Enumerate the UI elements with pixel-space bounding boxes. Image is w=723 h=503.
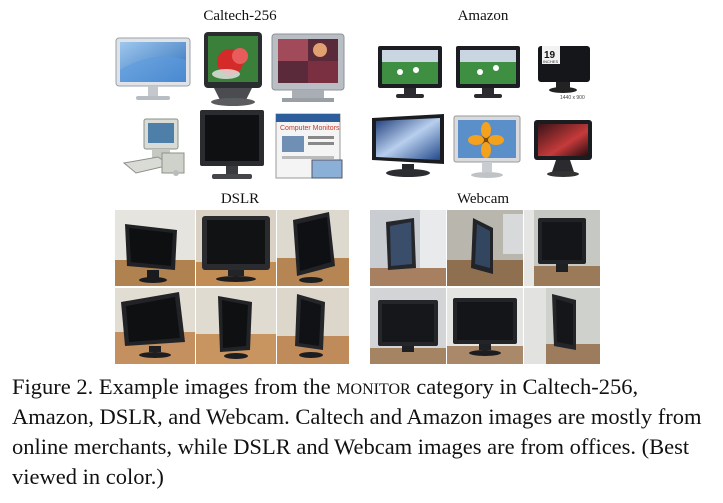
webcam-image-6 <box>524 288 600 364</box>
amazon-image-3: 19 INCHES 1440 x 900 <box>534 42 596 102</box>
webcam-image-1 <box>370 210 446 286</box>
amazon-image-2 <box>454 44 522 102</box>
caltech-image-4 <box>118 115 190 180</box>
caltech-image-3 <box>268 30 348 105</box>
panel-title-dslr: DSLR <box>220 191 260 207</box>
panel-title-amazon: Amazon <box>457 8 509 24</box>
panel-title-caltech: Caltech-256 <box>203 8 277 24</box>
dslr-image-1 <box>115 210 195 286</box>
dslr-image-6 <box>277 288 349 364</box>
webcam-image-5 <box>447 288 523 364</box>
caltech-image-1 <box>112 30 194 105</box>
caption-rest: category in Caltech-256, Amazon, DSLR, a… <box>12 374 702 489</box>
webcam-image-3 <box>524 210 600 286</box>
dslr-image-3 <box>277 210 349 286</box>
figure-caption: Figure 2. Example images from the monito… <box>12 372 712 492</box>
caltech-image-6: Computer Monitors <box>272 110 348 182</box>
caltech-image-5 <box>196 108 268 182</box>
amazon-badge-word: INCHES <box>543 59 558 64</box>
amazon-badge-number: 19 <box>544 50 556 61</box>
amazon-resolution: 1440 x 900 <box>560 95 585 101</box>
caption-lead: Figure 2. Example images from the <box>12 374 337 399</box>
webcam-image-2 <box>447 210 523 286</box>
dslr-image-4 <box>115 288 195 364</box>
amazon-image-5 <box>452 112 522 182</box>
caltech-book-title: Computer Monitors <box>280 125 340 132</box>
caltech-image-2 <box>200 28 266 108</box>
panel-title-webcam: Webcam <box>456 191 510 207</box>
amazon-image-6 <box>530 114 598 182</box>
dslr-image-2 <box>196 210 276 286</box>
dslr-image-5 <box>196 288 276 364</box>
webcam-image-4 <box>370 288 446 364</box>
figure: Caltech-256 Amazon DSLR Webcam <box>112 8 600 364</box>
amazon-image-4 <box>368 110 448 182</box>
caption-category: monitor <box>336 374 411 399</box>
amazon-image-1 <box>376 44 444 102</box>
